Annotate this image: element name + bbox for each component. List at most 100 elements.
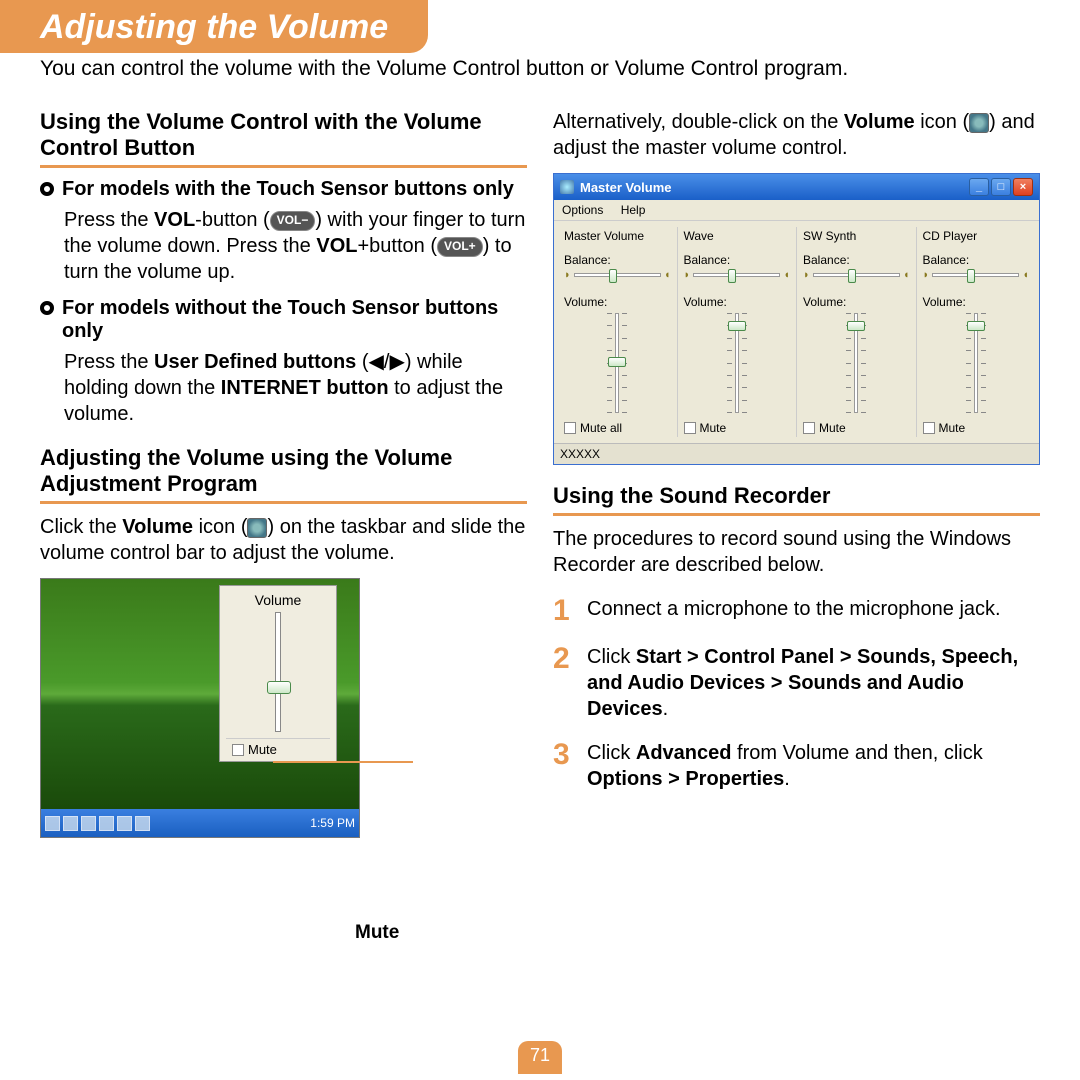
mv-title-text: Master Volume — [580, 180, 672, 195]
balance-thumb[interactable] — [967, 269, 975, 283]
bullet2-body: Press the User Defined buttons (◀/▶) whi… — [64, 349, 527, 427]
master-volume-window: Master Volume _ □ × Options Help Master … — [553, 173, 1040, 465]
mv-volume-label: Volume: — [923, 295, 1030, 309]
step-item: 3 Click Advanced from Volume and then, cl… — [553, 740, 1040, 792]
maximize-button[interactable]: □ — [991, 178, 1011, 196]
mute-checkbox[interactable] — [564, 422, 576, 434]
step-number: 3 — [553, 740, 577, 770]
volume-thumb[interactable] — [847, 321, 865, 331]
speaker-left-icon: ◗ — [923, 269, 930, 281]
tray-icon[interactable] — [63, 816, 78, 831]
vol-minus-icon: VOL− — [270, 211, 316, 231]
mv-balance-slider[interactable]: ◗◖ — [803, 269, 910, 281]
volume-thumb[interactable] — [728, 321, 746, 331]
callout-line — [273, 761, 413, 763]
mv-titlebar: Master Volume _ □ × — [554, 174, 1039, 200]
mv-volume-slider[interactable] — [606, 313, 628, 413]
close-button[interactable]: × — [1013, 178, 1033, 196]
speaker-icon — [969, 113, 989, 133]
step-text: Click Advanced from Volume and then, cli… — [587, 740, 1040, 792]
vol-plus-icon: VOL+ — [437, 237, 483, 257]
mv-balance-slider[interactable]: ◗◖ — [564, 269, 671, 281]
mute-label: Mute — [819, 421, 846, 435]
mv-app-icon — [560, 180, 574, 194]
left-column: Using the Volume Control with the Volume… — [40, 91, 527, 838]
volume-thumb[interactable] — [967, 321, 985, 331]
page-title: Adjusting the Volume — [40, 8, 388, 47]
mv-volume-label: Volume: — [564, 295, 671, 309]
mv-channel-name: Wave — [684, 229, 791, 243]
page-number-badge: 71 — [518, 1041, 562, 1074]
mv-balance-label: Balance: — [923, 253, 1030, 267]
balance-thumb[interactable] — [728, 269, 736, 283]
step-text: Click Start > Control Panel > Sounds, Sp… — [587, 644, 1040, 722]
speaker-right-icon: ◖ — [664, 269, 671, 281]
mute-checkbox[interactable] — [684, 422, 696, 434]
mv-statusbar: XXXXX — [554, 443, 1039, 464]
section-heading-vap: Adjusting the Volume using the Volume Ad… — [40, 445, 527, 504]
page-header: Adjusting the Volume — [0, 0, 428, 53]
step-item: 1Connect a microphone to the microphone … — [553, 596, 1040, 626]
mv-balance-slider[interactable]: ◗◖ — [923, 269, 1030, 281]
mv-channel-column: Master VolumeBalance:◗◖Volume:Mute all — [558, 227, 678, 437]
right-intro: Alternatively, double-click on the Volum… — [553, 109, 1040, 161]
mv-balance-label: Balance: — [684, 253, 791, 267]
mv-channel-column: SW SynthBalance:◗◖Volume:Mute — [797, 227, 917, 437]
tray-icon[interactable] — [81, 816, 96, 831]
mv-channel-column: WaveBalance:◗◖Volume:Mute — [678, 227, 798, 437]
right-column: Alternatively, double-click on the Volum… — [553, 91, 1040, 838]
mv-volume-label: Volume: — [684, 295, 791, 309]
taskbar: 1:59 PM — [41, 809, 359, 837]
mv-channel-name: Master Volume — [564, 229, 671, 243]
mute-checkbox[interactable] — [232, 744, 244, 756]
tray-icon[interactable] — [117, 816, 132, 831]
speaker-right-icon: ◖ — [903, 269, 910, 281]
mv-volume-slider[interactable] — [845, 313, 867, 413]
minimize-button[interactable]: _ — [969, 178, 989, 196]
balance-thumb[interactable] — [848, 269, 856, 283]
tray-icon[interactable] — [99, 816, 114, 831]
step-number: 1 — [553, 596, 577, 626]
recorder-intro: The procedures to record sound using the… — [553, 526, 1040, 578]
mv-volume-slider[interactable] — [726, 313, 748, 413]
volume-slider[interactable] — [275, 612, 281, 732]
mute-label: Mute all — [580, 421, 622, 435]
step-item: 2Click Start > Control Panel > Sounds, S… — [553, 644, 1040, 722]
balance-thumb[interactable] — [609, 269, 617, 283]
tray-icon[interactable] — [45, 816, 60, 831]
mv-menubar: Options Help — [554, 200, 1039, 221]
bullet1-title: For models with the Touch Sensor buttons… — [62, 178, 514, 201]
speaker-left-icon: ◗ — [803, 269, 810, 281]
tray-icon[interactable] — [135, 816, 150, 831]
mv-channel-name: SW Synth — [803, 229, 910, 243]
mute-checkbox[interactable] — [803, 422, 815, 434]
mv-balance-slider[interactable]: ◗◖ — [684, 269, 791, 281]
mute-label: Mute — [939, 421, 966, 435]
bullet1-body: Press the VOL-button (VOL−) with your fi… — [64, 207, 527, 285]
mute-checkbox[interactable] — [923, 422, 935, 434]
mv-balance-label: Balance: — [803, 253, 910, 267]
menu-help[interactable]: Help — [621, 203, 646, 217]
speaker-right-icon: ◖ — [783, 269, 790, 281]
bullet-icon — [40, 182, 54, 196]
mv-volume-label: Volume: — [803, 295, 910, 309]
mv-channel-column: CD PlayerBalance:◗◖Volume:Mute — [917, 227, 1036, 437]
volume-slider-thumb[interactable] — [267, 681, 291, 694]
speaker-right-icon: ◖ — [1022, 269, 1029, 281]
tray-clock: 1:59 PM — [310, 816, 355, 830]
mv-volume-slider[interactable] — [965, 313, 987, 413]
speaker-icon — [247, 518, 267, 538]
mute-label: Mute — [248, 742, 277, 757]
speaker-left-icon: ◗ — [684, 269, 691, 281]
volume-popup-title: Volume — [226, 592, 330, 608]
speaker-left-icon: ◗ — [564, 269, 571, 281]
mv-channel-name: CD Player — [923, 229, 1030, 243]
menu-options[interactable]: Options — [562, 203, 603, 217]
volume-popup: Volume Mute — [219, 585, 337, 762]
mute-callout-label: Mute — [355, 922, 399, 944]
section-heading-recorder: Using the Sound Recorder — [553, 483, 1040, 516]
intro-text: You can control the volume with the Volu… — [0, 53, 1080, 91]
volume-thumb[interactable] — [608, 357, 626, 367]
bullet2-title: For models without the Touch Sensor butt… — [62, 297, 527, 343]
mv-balance-label: Balance: — [564, 253, 671, 267]
